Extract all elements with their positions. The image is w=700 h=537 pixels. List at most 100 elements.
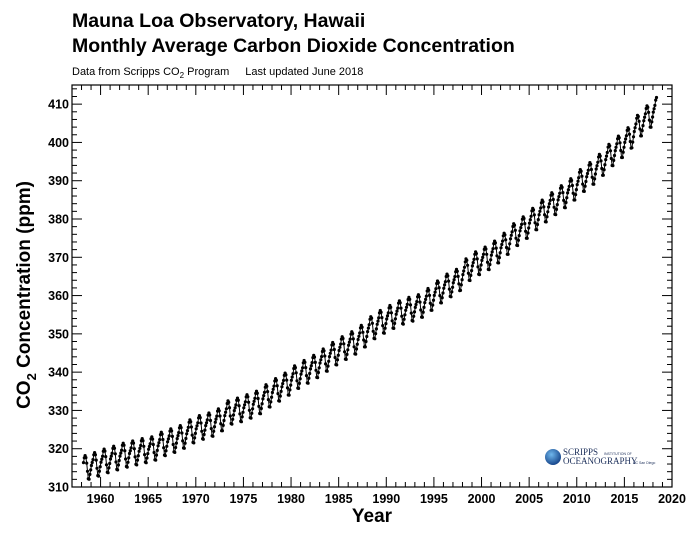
data-point [104, 463, 109, 467]
data-point [535, 228, 539, 232]
data-point [100, 457, 104, 461]
data-point [106, 471, 110, 475]
data-point [363, 345, 367, 349]
data-point [260, 402, 264, 406]
data-point [487, 268, 491, 272]
data-point [360, 325, 364, 329]
data-point [419, 308, 423, 312]
data-point [604, 158, 608, 162]
data-point [204, 424, 208, 428]
data-point [618, 141, 622, 145]
data-point [654, 98, 658, 102]
data-point [377, 316, 381, 320]
data-point [593, 177, 597, 181]
data-point [497, 261, 501, 265]
data-point [175, 437, 179, 441]
data-point [324, 362, 328, 366]
data-point [643, 115, 647, 119]
y-tick-label: 310 [48, 481, 69, 495]
y-tick-label: 320 [48, 442, 69, 456]
data-point [411, 319, 415, 323]
data-point [547, 202, 552, 206]
data-point [316, 370, 320, 375]
data-point [230, 422, 234, 426]
data-point [347, 343, 351, 347]
data-point [304, 374, 309, 378]
data-point [217, 409, 221, 413]
data-point [532, 213, 536, 217]
data-point [519, 226, 523, 230]
data-point [466, 263, 470, 267]
data-point [243, 403, 247, 407]
data-point [195, 424, 199, 428]
data-point [306, 381, 310, 385]
data-point [200, 429, 204, 433]
data-point [257, 404, 261, 408]
data-point [541, 200, 545, 204]
data-point [585, 175, 589, 179]
data-point [109, 454, 113, 458]
data-point [333, 355, 337, 360]
data-point [457, 282, 461, 286]
data-point [212, 429, 216, 433]
data-point [183, 441, 187, 445]
data-point [116, 463, 120, 467]
data-point [343, 350, 347, 354]
data-point [489, 258, 493, 262]
data-point [585, 171, 590, 176]
data-point [516, 238, 521, 242]
data-point [374, 332, 378, 336]
data-point [539, 206, 543, 210]
data-point [370, 316, 374, 320]
data-point [298, 377, 302, 381]
data-point [203, 428, 207, 432]
data-point [412, 310, 417, 314]
data-point [331, 342, 336, 346]
data-point [221, 423, 225, 427]
data-point [308, 371, 312, 376]
data-point [525, 236, 529, 240]
data-point [386, 311, 390, 315]
data-point [608, 144, 612, 148]
data-point [447, 279, 451, 283]
data-point [389, 311, 393, 315]
data-point [455, 269, 459, 273]
data-point [94, 458, 98, 462]
data-point [458, 288, 463, 292]
data-point [512, 223, 517, 227]
data-point [358, 331, 362, 335]
data-point [500, 242, 504, 247]
data-point [562, 198, 566, 202]
data-point [552, 205, 556, 209]
data-point [307, 376, 311, 380]
data-point [472, 257, 476, 261]
data-point [434, 287, 438, 291]
data-point [622, 145, 626, 149]
data-point [527, 221, 532, 225]
data-point [627, 132, 632, 136]
data-point [393, 321, 397, 325]
y-axis-label: CO2 Concentration (ppm) [14, 181, 39, 409]
ylabel-subscript: 2 [24, 373, 39, 380]
data-point [516, 243, 520, 248]
series-line [83, 97, 657, 481]
data-point [602, 168, 606, 172]
data-point [630, 146, 634, 150]
data-point [222, 418, 226, 423]
data-point [355, 342, 359, 346]
data-point [449, 295, 453, 299]
data-point [99, 460, 103, 464]
data-point [81, 461, 86, 465]
data-point [524, 229, 528, 233]
data-point [447, 287, 451, 291]
data-point [308, 367, 313, 371]
data-point [346, 348, 350, 352]
data-point [404, 308, 408, 312]
data-point [431, 298, 436, 302]
data-point [518, 229, 522, 233]
data-point [138, 446, 142, 450]
data-point [440, 296, 444, 300]
data-point [171, 442, 175, 447]
data-point [489, 253, 493, 257]
data-point [476, 265, 480, 269]
